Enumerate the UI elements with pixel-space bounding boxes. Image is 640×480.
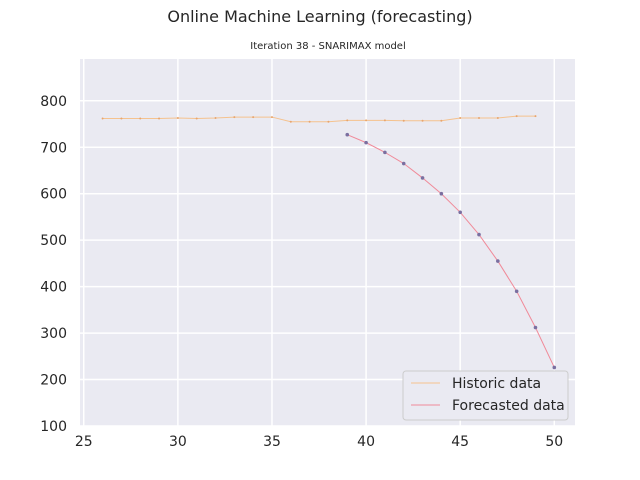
data-point <box>289 120 292 123</box>
y-tick-label: 300 <box>40 326 67 342</box>
data-point <box>477 232 481 237</box>
x-axis: 25 30 35 40 45 50 <box>75 434 563 450</box>
x-tick-label: 35 <box>263 434 281 450</box>
series-0 <box>101 115 537 123</box>
y-tick-label: 700 <box>40 140 67 156</box>
data-point <box>478 116 481 119</box>
data-point <box>496 259 500 263</box>
data-point <box>214 116 217 119</box>
y-axis: 100 200 300 400 500 600 700 800 <box>40 94 67 435</box>
legend-box <box>402 370 569 421</box>
legend-label-forecast: Forecasted data <box>452 398 565 414</box>
data-point <box>365 119 368 122</box>
data-point <box>439 191 444 196</box>
x-tick-label: 45 <box>451 434 469 450</box>
data-point <box>176 116 179 119</box>
data-point <box>327 120 330 123</box>
data-point <box>308 120 311 123</box>
data-point <box>139 117 142 120</box>
data-point <box>458 210 462 215</box>
data-point <box>459 116 462 119</box>
chart-subtitle: Iteration 38 - SNARIMAX model <box>250 41 406 52</box>
series-1 <box>345 132 557 370</box>
data-point <box>158 117 161 120</box>
y-tick-label: 600 <box>40 187 67 203</box>
data-point <box>270 116 273 119</box>
y-tick-label: 800 <box>40 94 67 110</box>
data-point <box>252 116 255 119</box>
legend: Historic data Forecasted data <box>402 370 569 421</box>
data-point <box>420 176 425 180</box>
data-point <box>496 116 499 119</box>
plot-area <box>80 59 575 426</box>
data-point <box>534 115 537 118</box>
data-point <box>515 115 518 118</box>
data-point <box>364 140 368 145</box>
grid-lines <box>80 59 575 427</box>
y-tick-label: 100 <box>40 419 67 435</box>
data-point <box>552 365 557 370</box>
data-point <box>101 117 104 120</box>
data-point <box>533 325 538 330</box>
x-tick-label: 50 <box>545 434 563 450</box>
data-point <box>346 119 349 122</box>
data-point <box>421 119 424 122</box>
data-point <box>383 150 387 155</box>
x-tick-label: 25 <box>75 434 93 450</box>
series-line <box>347 134 555 368</box>
x-tick-label: 30 <box>169 434 187 450</box>
data-point <box>514 289 519 294</box>
series-line <box>102 115 536 123</box>
chart-title: Online Machine Learning (forecasting) <box>167 7 472 26</box>
y-tick-label: 500 <box>40 233 67 249</box>
data-point <box>233 116 236 119</box>
y-tick-label: 400 <box>40 280 67 296</box>
data-point <box>401 161 406 166</box>
data-point <box>440 119 443 122</box>
series-layer <box>101 115 557 370</box>
data-point <box>383 119 386 122</box>
data-point <box>402 119 405 122</box>
data-point <box>195 117 198 120</box>
y-tick-label: 200 <box>40 373 67 389</box>
data-point <box>345 132 350 137</box>
data-point <box>120 117 123 120</box>
x-tick-label: 40 <box>357 434 375 450</box>
legend-label-historic: Historic data <box>452 376 541 392</box>
